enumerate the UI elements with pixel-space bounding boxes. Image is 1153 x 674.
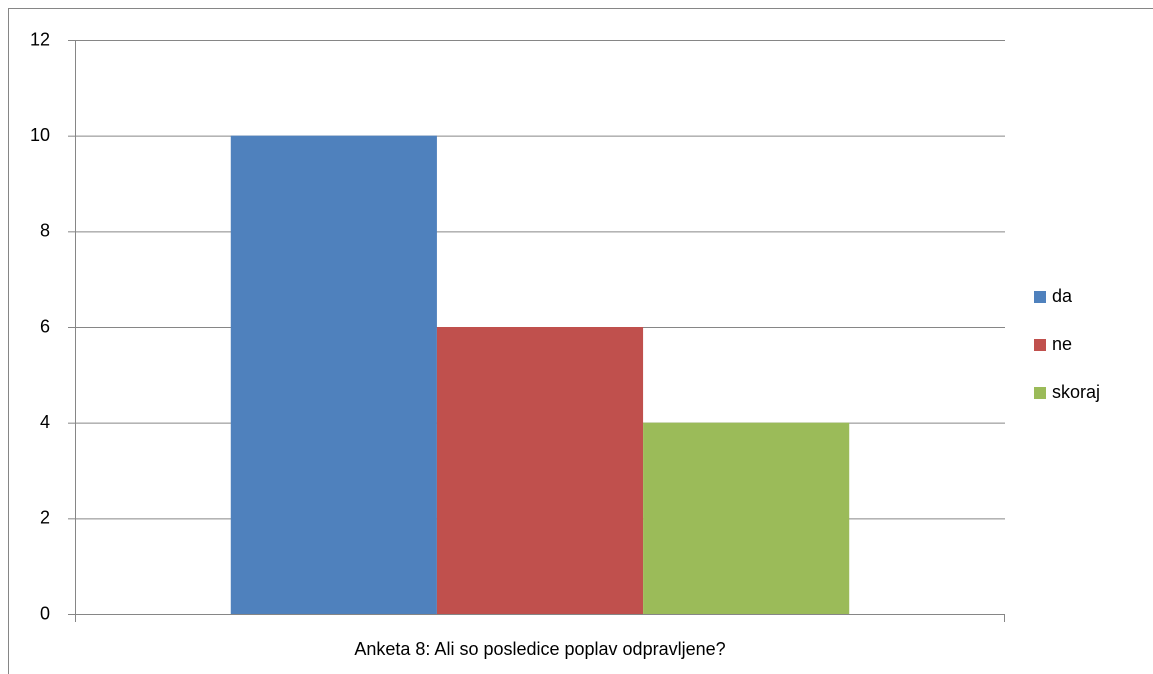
x-tick-label: Anketa 8: Ali so posledice poplav odprav… [354, 639, 725, 659]
y-tick-label: 8 [40, 221, 50, 241]
bar [230, 135, 437, 614]
y-tick-label: 12 [30, 29, 50, 49]
y-tick-label: 10 [30, 125, 50, 145]
bar [436, 327, 644, 614]
chart-border [8, 8, 1153, 674]
legend-swatch [1034, 339, 1046, 351]
y-tick-label: 2 [40, 508, 50, 528]
y-tick-label: 6 [40, 316, 50, 336]
legend-label: ne [1052, 334, 1072, 354]
bar [643, 422, 850, 614]
legend-label: skoraj [1052, 382, 1100, 402]
y-tick-label: 0 [40, 603, 50, 623]
legend-swatch [1034, 387, 1046, 399]
y-tick-label: 4 [40, 412, 50, 432]
legend-label: da [1052, 286, 1073, 306]
legend-swatch [1034, 291, 1046, 303]
